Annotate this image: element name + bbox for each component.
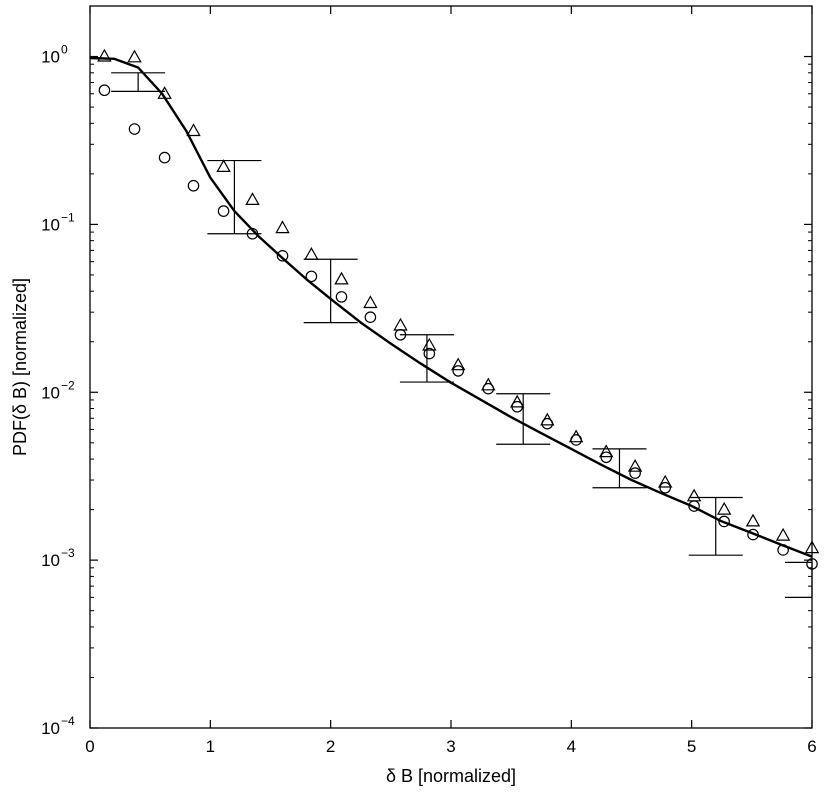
circle-marker xyxy=(335,291,348,303)
triangle-marker xyxy=(775,527,791,541)
circle-marker xyxy=(718,515,730,528)
triangle-marker xyxy=(598,444,614,458)
triangle-marker xyxy=(275,220,290,234)
triangle-marker xyxy=(186,123,201,137)
circle-marker xyxy=(452,365,465,377)
circle-marker xyxy=(541,417,554,430)
circle-marker xyxy=(364,311,377,324)
y-tick-base: 10 xyxy=(41,719,60,738)
circle-marker xyxy=(394,328,407,341)
circle-marker xyxy=(570,434,582,446)
x-tick-label: 1 xyxy=(206,737,215,756)
x-tick-label: 3 xyxy=(446,737,455,756)
y-tick-label: 10 xyxy=(41,551,60,570)
error-bar xyxy=(111,72,166,92)
y-tick-exponent: −2 xyxy=(61,378,75,392)
circle-marker xyxy=(806,558,818,570)
x-tick-label: 4 xyxy=(567,737,576,756)
y-tick-base: 10 xyxy=(41,215,60,234)
circle-marker xyxy=(659,481,671,494)
triangle-marker xyxy=(363,295,378,309)
x-tick-label: 0 xyxy=(85,737,94,756)
circle-marker xyxy=(511,400,523,413)
x-tick-label: 2 xyxy=(326,737,335,756)
triangle-marker xyxy=(450,357,466,371)
y-tick-label: 10 xyxy=(41,383,60,402)
y-tick-label: 10 xyxy=(41,215,60,234)
y-tick-exponent: −4 xyxy=(61,714,75,728)
triangle-marker xyxy=(657,474,673,488)
triangle-marker xyxy=(627,458,643,472)
triangle-marker xyxy=(157,86,172,99)
circle-marker xyxy=(777,544,789,556)
circle-marker xyxy=(246,227,259,240)
circle-marker xyxy=(305,270,318,283)
circle-marker xyxy=(629,467,641,479)
y-tick-label: 10 xyxy=(41,48,60,67)
circle-marker xyxy=(600,451,613,464)
circle-marker xyxy=(747,528,759,541)
y-tick-base: 10 xyxy=(41,551,60,570)
circle-marker xyxy=(276,250,289,262)
x-tick-label: 5 xyxy=(687,737,696,756)
model-curve xyxy=(89,56,813,558)
y-tick-label: 10 xyxy=(41,719,60,738)
y-tick-exponent: −3 xyxy=(61,546,75,560)
y-tick-base: 10 xyxy=(41,48,60,67)
error-bar xyxy=(592,448,647,489)
circle-marker xyxy=(482,382,495,395)
y-tick-exponent: −1 xyxy=(61,210,75,224)
circle-marker xyxy=(217,205,230,217)
circle-marker xyxy=(423,347,436,360)
triangle-marker xyxy=(716,501,732,515)
y-axis-title: PDF(δ B) [normalized] xyxy=(10,278,30,456)
triangle-marker xyxy=(245,192,260,205)
error-bar xyxy=(207,159,262,235)
circle-marker xyxy=(128,123,141,135)
triangle-marker xyxy=(334,271,349,285)
circle-marker xyxy=(688,500,700,512)
triangle-marker xyxy=(422,337,437,351)
error-bar xyxy=(688,496,743,556)
triangle-marker xyxy=(97,48,112,62)
x-tick-label: 6 xyxy=(807,737,816,756)
circle-marker xyxy=(158,151,171,164)
model-curve-line xyxy=(89,56,813,558)
circle-marker xyxy=(98,84,111,97)
circle-marker xyxy=(187,179,200,192)
error-bar xyxy=(496,393,551,445)
data-markers xyxy=(97,48,820,570)
axis-ticks xyxy=(89,5,813,729)
triangle-marker xyxy=(509,394,525,408)
y-tick-base: 10 xyxy=(41,383,60,402)
y-tick-exponent: 0 xyxy=(61,43,68,57)
x-axis-title: δ B [normalized] xyxy=(386,766,516,786)
triangle-marker xyxy=(304,246,319,260)
triangle-marker xyxy=(804,540,820,554)
triangle-marker xyxy=(745,513,761,527)
triangle-marker xyxy=(216,159,231,172)
plot-frame xyxy=(89,5,813,729)
triangle-marker xyxy=(127,49,142,63)
